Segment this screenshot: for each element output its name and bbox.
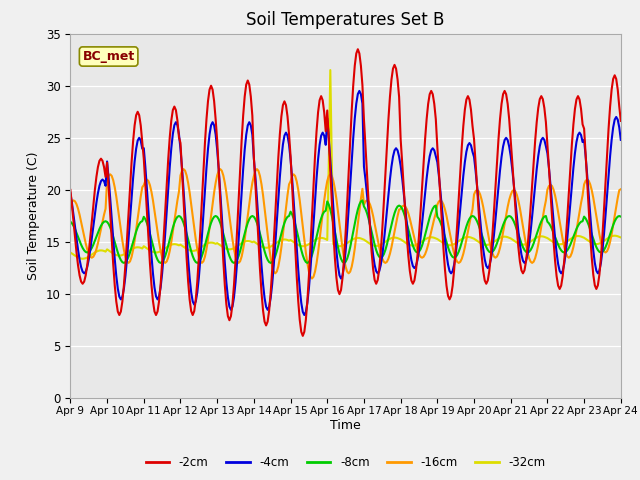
-16cm bbox=[67, 201, 74, 207]
-2cm bbox=[82, 273, 90, 278]
-16cm bbox=[401, 204, 409, 209]
-8cm bbox=[120, 260, 128, 266]
-4cm bbox=[82, 269, 90, 275]
-4cm bbox=[401, 205, 409, 211]
-2cm bbox=[401, 209, 409, 215]
-4cm bbox=[169, 131, 177, 137]
-8cm bbox=[82, 249, 90, 255]
-4cm bbox=[413, 257, 421, 263]
Line: -16cm: -16cm bbox=[70, 169, 621, 278]
-4cm bbox=[67, 191, 74, 196]
-2cm bbox=[299, 333, 307, 339]
-32cm bbox=[401, 240, 409, 245]
-16cm bbox=[169, 229, 177, 235]
Line: -32cm: -32cm bbox=[70, 70, 621, 259]
-2cm bbox=[354, 47, 362, 52]
Y-axis label: Soil Temperature (C): Soil Temperature (C) bbox=[28, 152, 40, 280]
-32cm bbox=[413, 241, 421, 247]
-2cm bbox=[617, 118, 625, 124]
-32cm bbox=[170, 241, 178, 247]
-2cm bbox=[67, 187, 74, 193]
-8cm bbox=[383, 242, 390, 248]
-4cm bbox=[617, 137, 625, 143]
-32cm bbox=[67, 250, 74, 255]
-2cm bbox=[383, 143, 390, 149]
-16cm bbox=[82, 240, 90, 246]
-4cm bbox=[301, 312, 308, 318]
-32cm bbox=[79, 256, 86, 262]
-32cm bbox=[617, 235, 625, 240]
-4cm bbox=[356, 88, 364, 94]
-2cm bbox=[169, 107, 177, 113]
Line: -2cm: -2cm bbox=[70, 49, 621, 336]
-16cm bbox=[383, 259, 390, 264]
Text: BC_met: BC_met bbox=[83, 50, 135, 63]
-8cm bbox=[401, 215, 409, 220]
-2cm bbox=[413, 252, 421, 258]
-32cm bbox=[83, 254, 91, 260]
Line: -4cm: -4cm bbox=[70, 91, 621, 315]
-8cm bbox=[617, 214, 625, 219]
-8cm bbox=[358, 197, 366, 203]
-16cm bbox=[413, 247, 421, 253]
X-axis label: Time: Time bbox=[330, 419, 361, 432]
-8cm bbox=[170, 220, 178, 226]
-16cm bbox=[308, 276, 316, 281]
-4cm bbox=[553, 250, 561, 255]
-8cm bbox=[553, 238, 561, 244]
-32cm bbox=[383, 238, 390, 243]
Line: -8cm: -8cm bbox=[70, 200, 621, 263]
-16cm bbox=[553, 200, 561, 206]
Legend: -2cm, -4cm, -8cm, -16cm, -32cm: -2cm, -4cm, -8cm, -16cm, -32cm bbox=[141, 452, 550, 474]
-8cm bbox=[67, 219, 74, 225]
-2cm bbox=[553, 273, 561, 279]
-8cm bbox=[413, 250, 421, 255]
-16cm bbox=[617, 186, 625, 192]
-32cm bbox=[553, 241, 561, 247]
Title: Soil Temperatures Set B: Soil Temperatures Set B bbox=[246, 11, 445, 29]
-16cm bbox=[180, 166, 188, 172]
-32cm bbox=[326, 67, 334, 73]
-4cm bbox=[383, 208, 390, 214]
